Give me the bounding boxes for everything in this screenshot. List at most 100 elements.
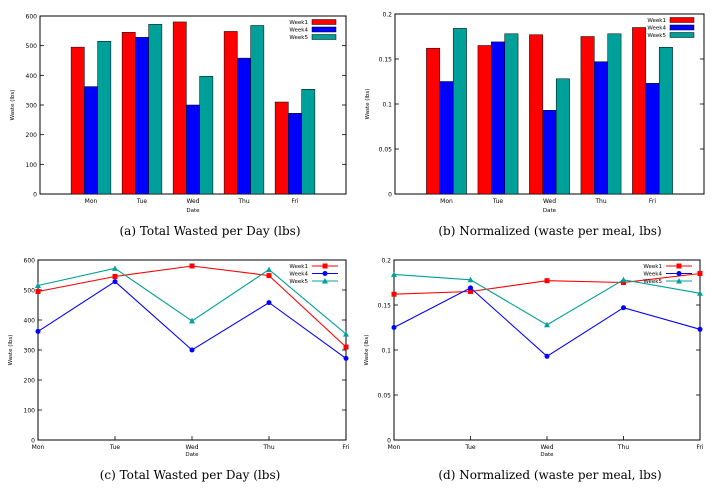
chart-c-point-week4	[112, 279, 118, 285]
chart-c-point-week1	[343, 344, 349, 350]
chart-c-ytick-label: 400	[24, 318, 36, 325]
chart-d-ytick-label: 0.15	[378, 303, 392, 310]
chart-c-point-week5	[189, 317, 195, 324]
chart-d-ytick-label: 0.1	[381, 348, 391, 355]
chart-a-legend-swatch	[311, 19, 337, 25]
chart-a-bar-week1-fri	[274, 101, 289, 195]
chart-a-xtick-label: Wed	[186, 198, 199, 205]
chart-a-bar-week4-wed	[186, 104, 200, 195]
chart-c-point-week4	[343, 355, 349, 361]
chart-b-ytick-label: 0	[388, 192, 392, 199]
chart-a-ytick-label: 200	[26, 132, 38, 139]
chart-b-xtick-label: Wed	[543, 198, 556, 205]
caption-a: (a) Total Wasted per Day (lbs)	[119, 224, 301, 238]
chart-b-bar-week4-thu	[594, 61, 608, 195]
chart-a-legend-swatch	[311, 34, 337, 40]
chart-b-bar-week5-thu	[607, 33, 622, 195]
chart-d-legend-marker	[676, 271, 682, 276]
chart-d-point-week4	[391, 325, 397, 330]
chart-d-xtick-label: Fri	[696, 444, 703, 451]
chart-c-point-week5	[343, 331, 349, 337]
chart-a-total-waste-bar: 0 100 200 300 400 500 600 Waste (lbs) Mon Tue Wed T…	[10, 14, 347, 214]
chart-a-bar-week5-thu	[250, 25, 265, 195]
chart-d-ytick-label: 0.05	[378, 393, 392, 400]
chart-b-ytick-label: 0.2	[382, 12, 392, 19]
chart-b-xtick-label: Thu	[594, 198, 606, 205]
chart-d-point-week1	[468, 289, 473, 294]
chart-a-legend-label: Week5	[289, 35, 308, 41]
chart-a-bar-week1-thu	[223, 31, 238, 195]
chart-d-frame	[393, 259, 701, 441]
chart-c-ylabel: Waste (lbs)	[8, 335, 14, 366]
chart-c-legend-marker	[322, 263, 328, 269]
chart-b-bar-week1-fri	[632, 27, 647, 195]
chart-b-bar-week4-mon	[439, 81, 454, 195]
chart-b-bar-week1-tue	[477, 45, 492, 195]
chart-a-bar-week5-fri	[301, 89, 316, 195]
chart-c-legend-label: Week4	[289, 272, 308, 278]
chart-a-ytick-label: 100	[26, 162, 38, 169]
chart-c-legend-marker	[322, 278, 328, 284]
chart-b-bar-week5-wed	[555, 78, 570, 195]
chart-d-point-week1	[544, 278, 550, 284]
chart-d-point-week4	[544, 353, 550, 359]
chart-c-point-week1	[112, 274, 118, 279]
chart-c-ytick-label: 500	[24, 288, 36, 295]
chart-b-bar-week1-mon	[426, 47, 441, 195]
chart-c-xtick-label: Tue	[109, 444, 121, 451]
chart-d-point-week5	[697, 290, 703, 296]
chart-a-bar-week4-fri	[288, 113, 302, 195]
chart-b-xtick-label: Tue	[492, 198, 504, 205]
chart-b-bar-week4-wed	[542, 110, 557, 195]
chart-a-bar-week1-mon	[70, 46, 85, 195]
chart-b-ylabel: Waste (lbs)	[365, 89, 371, 120]
chart-d-legend-label: Week4	[643, 272, 662, 278]
chart-a-bar-week5-wed	[199, 75, 214, 195]
chart-d-point-week5	[620, 276, 627, 283]
chart-c-ytick-label: 0	[31, 438, 35, 445]
chart-b-bar-week1-thu	[580, 36, 595, 195]
chart-a-legend-swatch	[311, 26, 337, 33]
chart-d-ytick-label: 0.2	[381, 258, 391, 265]
chart-c-ytick-label: 200	[24, 378, 36, 385]
chart-b-bar-week4-fri	[645, 83, 660, 195]
chart-a-xtick-label: Thu	[237, 198, 249, 205]
chart-d-xtick-label: Thu	[617, 444, 629, 451]
chart-c-ytick-label: 600	[24, 258, 36, 265]
chart-c-point-week5	[112, 265, 118, 271]
chart-a-xtick-label: Fri	[291, 198, 298, 205]
chart-c-legend-label: Week5	[289, 279, 308, 285]
caption-c: (c) Total Wasted per Day (lbs)	[99, 468, 281, 482]
chart-b-legend-swatch	[669, 32, 695, 38]
chart-d-point-week1	[621, 280, 626, 285]
chart-d-ylabel: Waste (lbs)	[364, 335, 370, 366]
chart-b-bar-week5-tue	[504, 33, 519, 195]
chart-d-legend-marker	[676, 263, 682, 269]
chart-d-point-week4	[697, 326, 703, 332]
chart-c-total-waste-line: 0 100 200 300 400 500 600 Waste (lbs) Mon Tue Wed T…	[8, 258, 350, 459]
chart-d-xlabel: Date	[540, 452, 554, 458]
chart-c-xtick-label: Mon	[32, 444, 45, 451]
chart-a-ytick-label: 500	[26, 43, 38, 50]
chart-b-legend-label: Week5	[647, 33, 666, 39]
chart-a-xtick-label: Mon	[85, 198, 98, 205]
chart-d-ytick-label: 0	[387, 438, 391, 445]
chart-a-bar-week4-thu	[237, 57, 251, 195]
chart-c-xtick-label: Thu	[262, 444, 274, 451]
chart-a-ytick-label: 600	[26, 14, 38, 21]
chart-d-normalized-waste-line: 0 0.05 0.1 0.15 0.2 Waste (lbs) Mon Tue Wed Thu Fr…	[364, 258, 704, 459]
chart-c-legend-label: Week1	[289, 264, 308, 270]
chart-a-xtick-label: Tue	[136, 198, 148, 205]
chart-b-bar-week4-tue	[491, 41, 505, 195]
chart-d-point-week5	[391, 271, 397, 277]
chart-c-point-week4	[189, 347, 195, 353]
chart-d-point-week1	[697, 271, 703, 276]
chart-b-bar-week1-wed	[529, 34, 544, 195]
chart-b-normalized-waste-bar: 0 0.05 0.1 0.15 0.2 Waste (lbs) Mon Tue Wed Thu Fr…	[365, 12, 705, 214]
chart-d-point-week4	[621, 305, 626, 311]
chart-b-legend-swatch	[669, 17, 695, 23]
chart-a-ytick-label: 300	[26, 103, 38, 110]
chart-a-bar-week1-tue	[121, 32, 136, 195]
chart-a-legend-label: Week1	[289, 20, 308, 26]
chart-b-ytick-label: 0.05	[379, 147, 393, 154]
